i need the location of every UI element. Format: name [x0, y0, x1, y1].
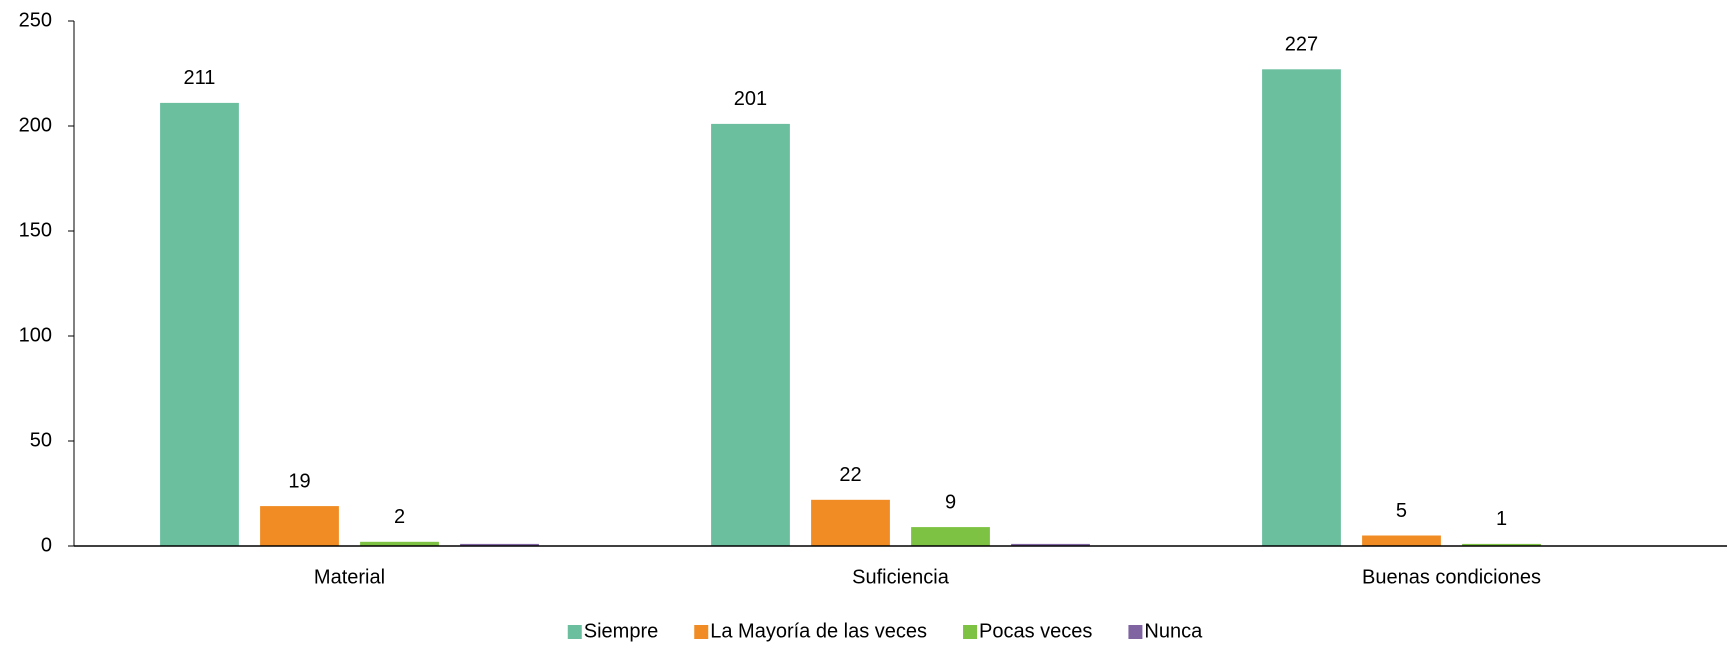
- y-tick-label: 200: [19, 114, 52, 136]
- bar: [811, 499, 890, 546]
- bar: [260, 506, 339, 546]
- x-tick-label: Buenas condiciones: [1362, 566, 1541, 588]
- data-label: 22: [839, 464, 861, 486]
- y-tick-label: 0: [41, 534, 52, 556]
- y-tick-label: 100: [19, 324, 52, 346]
- y-tick-label: 150: [19, 219, 52, 241]
- legend-swatch: [694, 625, 709, 639]
- data-label: 227: [1285, 34, 1318, 56]
- bar: [1362, 535, 1441, 546]
- y-tick-label: 50: [30, 429, 52, 451]
- legend-swatch: [963, 625, 978, 639]
- bar: [460, 543, 539, 546]
- legend-label: La Mayoría de las veces: [710, 620, 927, 642]
- x-tick-label: Suficiencia: [852, 566, 950, 588]
- data-label: 5: [1396, 500, 1407, 522]
- data-label: 201: [734, 88, 767, 110]
- legend: Siempre La Mayoría de las veces Pocas vece…: [567, 620, 1203, 642]
- bar: [1262, 69, 1341, 547]
- data-label: 211: [184, 67, 216, 89]
- legend-label: Siempre: [584, 620, 658, 642]
- bar: [711, 123, 790, 547]
- bar: [360, 541, 439, 546]
- x-tick-label: Material: [314, 566, 385, 588]
- legend-label: Pocas veces: [979, 620, 1092, 642]
- data-label: 19: [288, 470, 310, 492]
- bar: [1462, 543, 1541, 546]
- legend-swatch: [567, 625, 582, 639]
- data-label: 2: [394, 506, 405, 528]
- legend-swatch: [1128, 625, 1143, 639]
- bar: [911, 527, 990, 546]
- legend-label: Nunca: [1144, 620, 1203, 642]
- y-tick-label: 250: [19, 9, 52, 31]
- data-label: 1: [1496, 508, 1507, 530]
- bar: [160, 102, 239, 547]
- bar: [1011, 543, 1090, 546]
- data-label: 9: [945, 491, 956, 513]
